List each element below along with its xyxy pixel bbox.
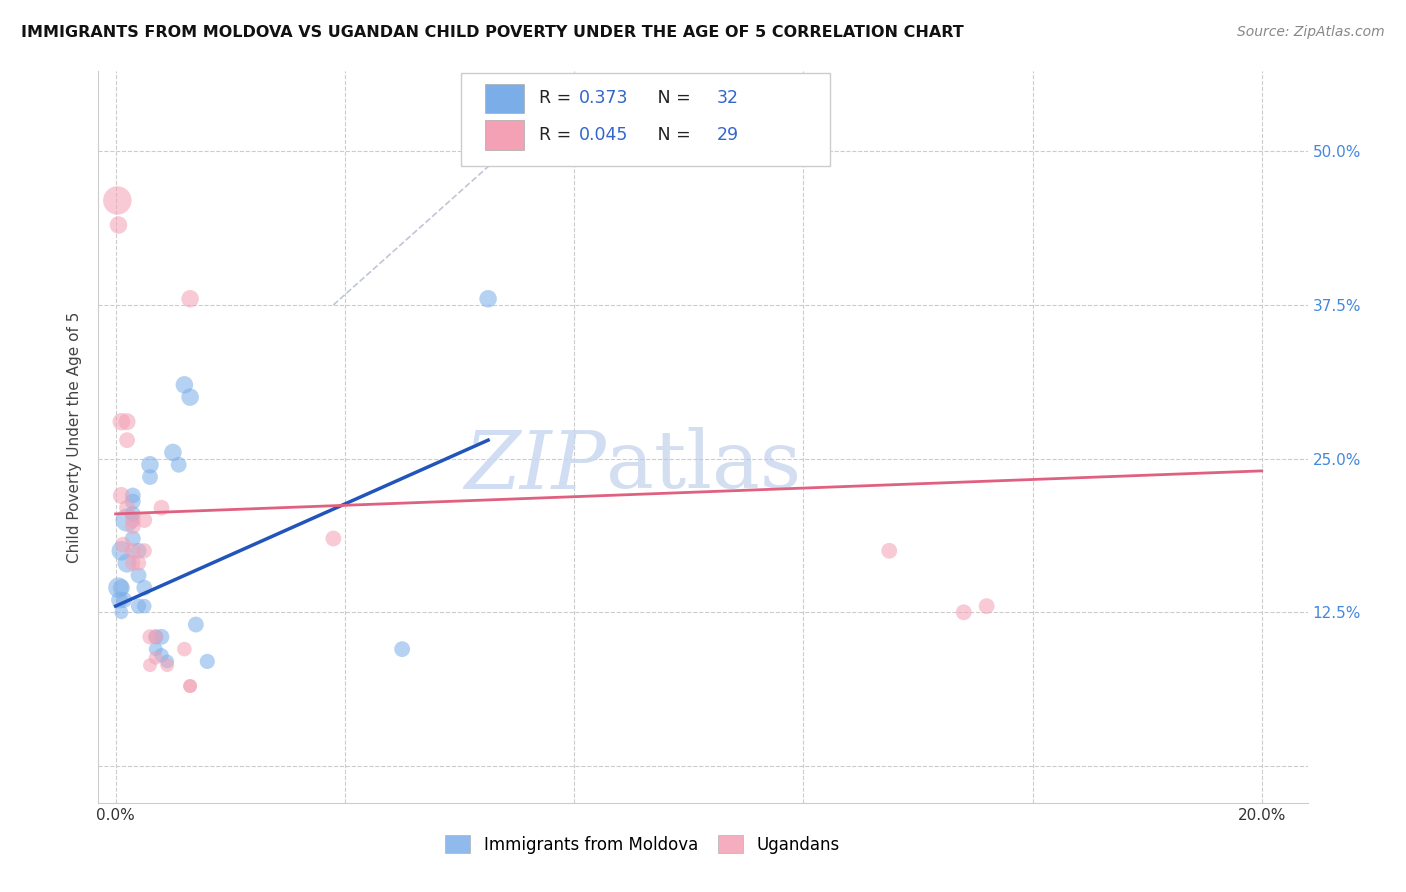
Point [145,650,167,665]
Point [477,292,499,306]
Text: 29: 29 [716,126,738,144]
Point [115,500,138,515]
Text: 32: 32 [716,89,738,107]
Point [121,543,143,558]
Point [976,599,998,613]
Point [195,655,218,669]
Point [107,218,129,232]
Point [107,581,129,595]
Point [145,642,167,657]
Point [952,605,974,619]
Point [110,605,132,619]
Point [139,630,162,644]
Bar [485,84,524,113]
Point [139,470,162,484]
Text: 0.045: 0.045 [578,126,628,144]
Point [184,617,207,632]
Point [115,556,138,570]
Point [179,679,201,693]
Point [167,458,190,472]
Point [121,494,143,508]
Point [877,543,900,558]
Point [150,648,173,663]
Point [179,390,201,404]
Point [128,556,150,570]
Point [322,532,344,546]
Y-axis label: Child Poverty Under the Age of 5: Child Poverty Under the Age of 5 [67,311,83,563]
Point [115,433,138,447]
Point [156,655,179,669]
Point [162,445,184,459]
Point [128,568,150,582]
Point [139,458,162,472]
Point [145,630,167,644]
Point [121,519,143,533]
Point [173,377,195,392]
Point [110,581,132,595]
Text: N =: N = [641,126,696,144]
Point [145,630,167,644]
Point [179,292,201,306]
Point [179,679,201,693]
Point [115,415,138,429]
Point [128,599,150,613]
Point [121,556,143,570]
Point [105,194,128,208]
Text: R =: R = [538,126,576,144]
Text: 0.373: 0.373 [578,89,628,107]
Point [391,642,413,657]
Bar [485,120,524,150]
Point [139,658,162,673]
Point [150,630,173,644]
Point [121,488,143,502]
Point [110,543,132,558]
Point [128,543,150,558]
Point [110,415,132,429]
Point [121,513,143,527]
Point [173,642,195,657]
Text: R =: R = [538,89,576,107]
Point [134,581,156,595]
Point [112,593,135,607]
Point [108,593,131,607]
Point [121,507,143,521]
Point [121,532,143,546]
Text: atlas: atlas [606,427,801,506]
Text: Source: ZipAtlas.com: Source: ZipAtlas.com [1237,25,1385,39]
Point [134,543,156,558]
Text: IMMIGRANTS FROM MOLDOVA VS UGANDAN CHILD POVERTY UNDER THE AGE OF 5 CORRELATION : IMMIGRANTS FROM MOLDOVA VS UGANDAN CHILD… [21,25,965,40]
Point [134,599,156,613]
Text: N =: N = [641,89,696,107]
Point [150,500,173,515]
Point [110,488,132,502]
Point [134,513,156,527]
Text: ZIP: ZIP [464,427,606,505]
Point [115,513,138,527]
Legend: Immigrants from Moldova, Ugandans: Immigrants from Moldova, Ugandans [439,829,846,860]
Point [112,538,135,552]
FancyBboxPatch shape [461,73,830,167]
Point [156,658,179,673]
